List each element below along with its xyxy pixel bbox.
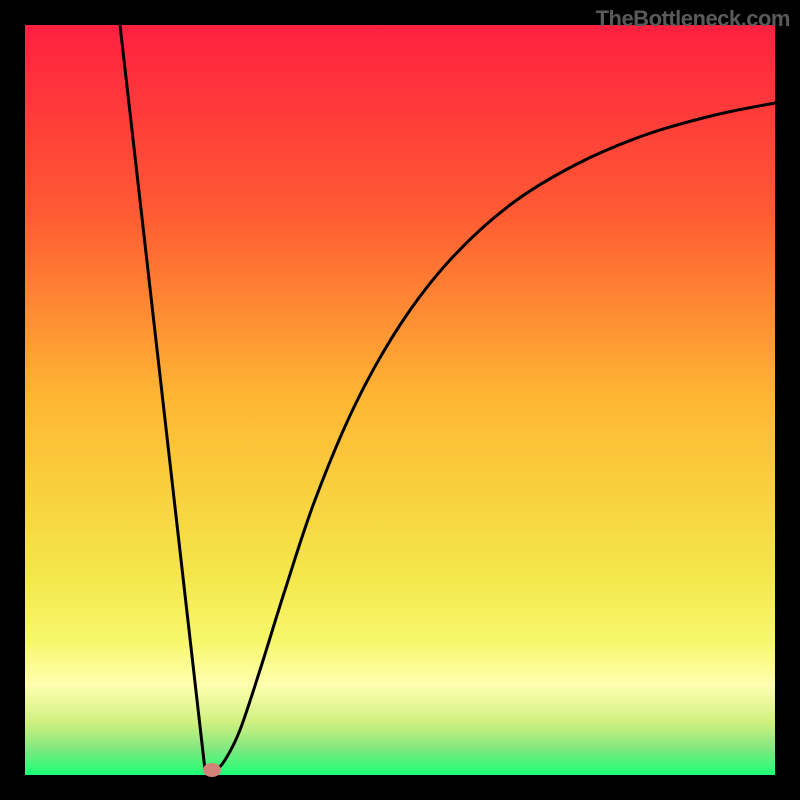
border-bottom: [0, 775, 800, 800]
bottleneck-chart: TheBottleneck.com: [0, 0, 800, 800]
border-right: [775, 0, 800, 800]
chart-svg: [0, 0, 800, 800]
optimal-marker: [203, 763, 221, 777]
watermark-text: TheBottleneck.com: [596, 6, 790, 32]
border-left: [0, 0, 25, 800]
gradient-background: [25, 25, 775, 775]
